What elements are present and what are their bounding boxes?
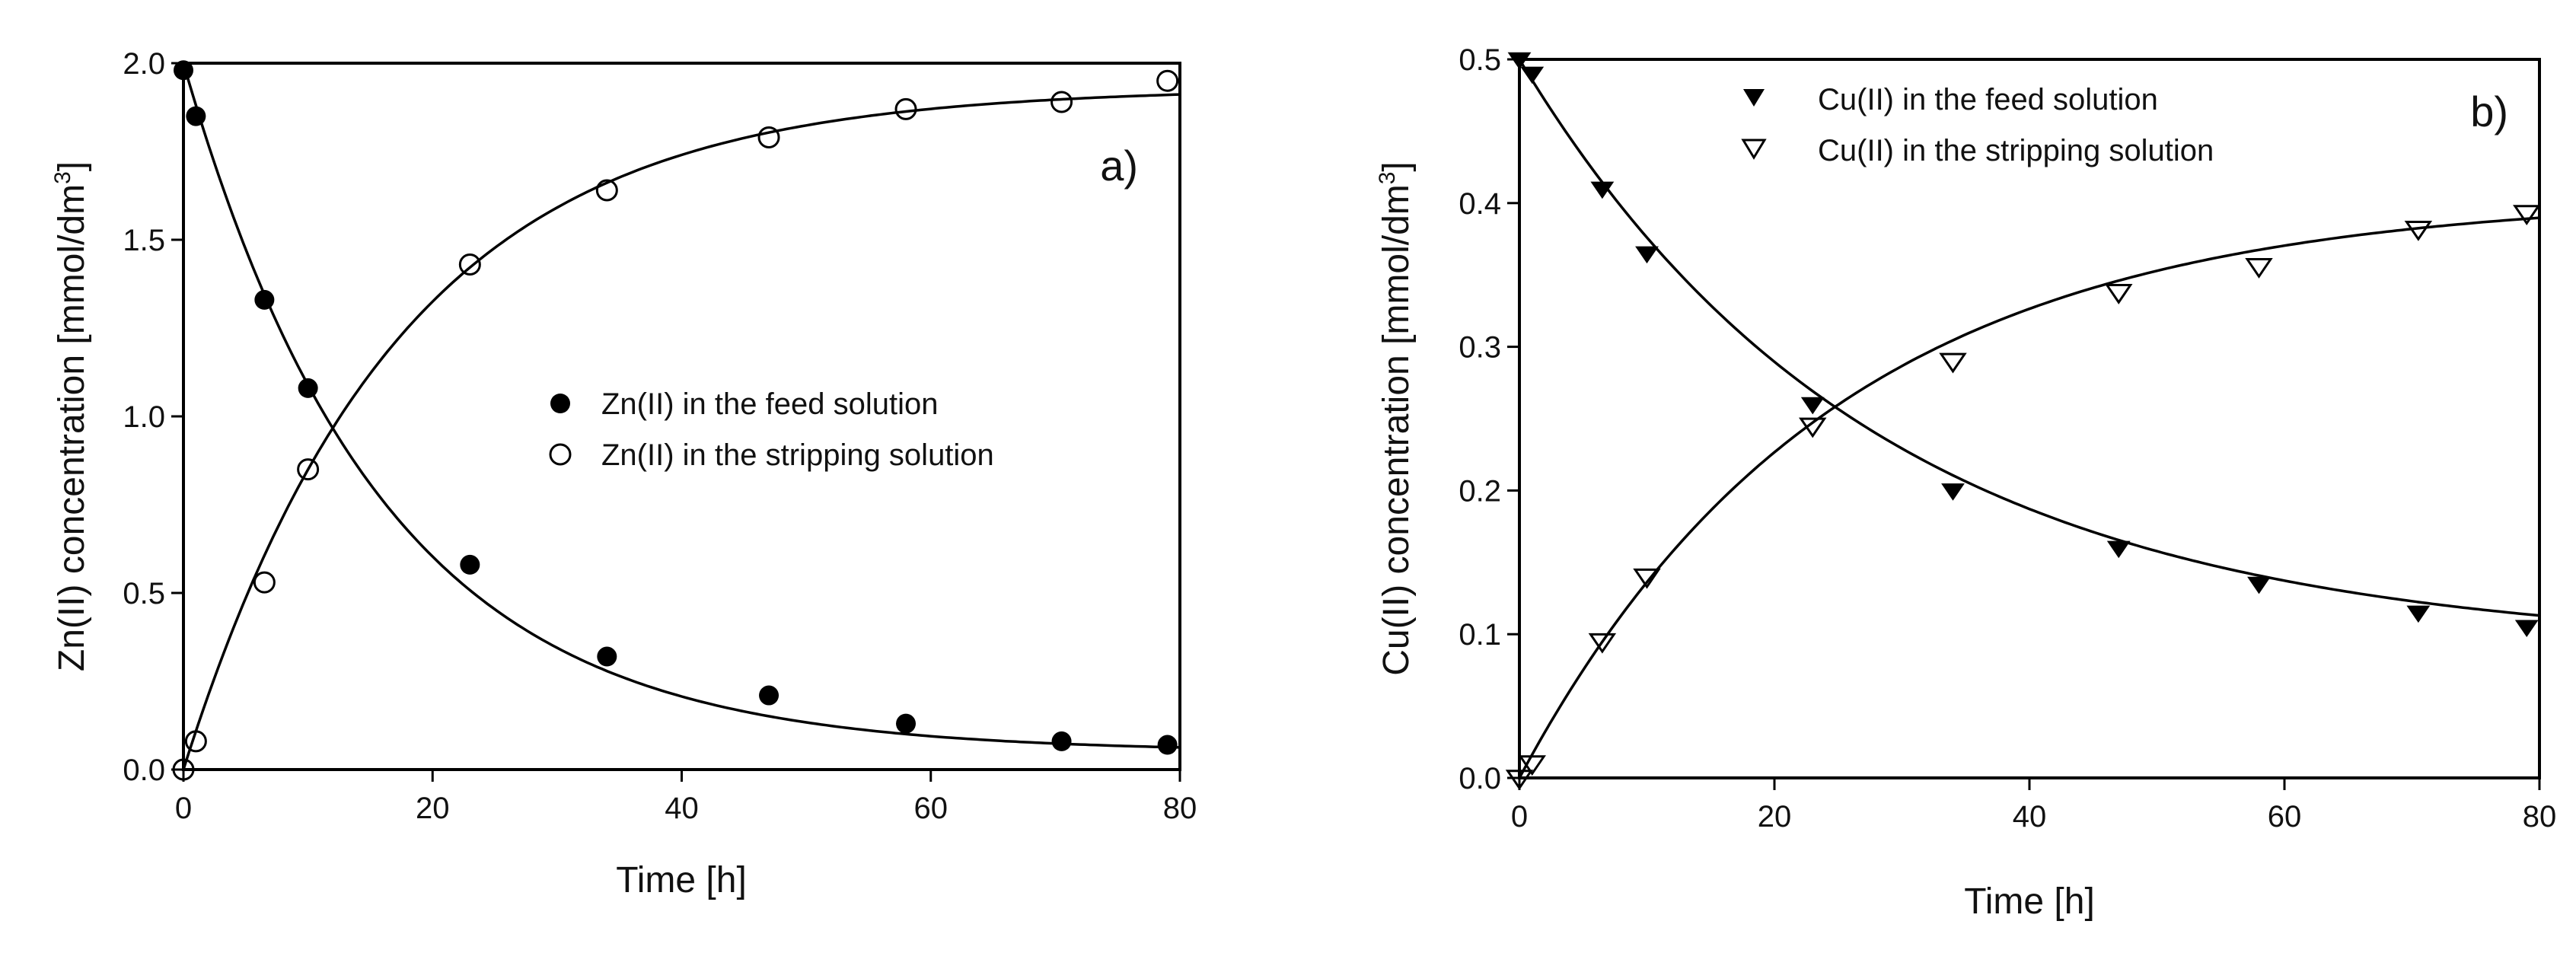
- panel-a-y-axis-title: Zn(II) concentration [mmol/dm3]: [50, 161, 92, 671]
- panel-b-series-0-point: [2247, 576, 2271, 594]
- panel-b-x-tick-label: 40: [2013, 800, 2047, 833]
- panel-b-series-1-point: [2404, 220, 2433, 241]
- panel-b-series-0-point: [2406, 605, 2431, 623]
- panel-b-data-points: [1505, 52, 2541, 790]
- panel-a-fit-lines: [182, 62, 1181, 770]
- panel-b-fit-line-series-1: [1518, 216, 2540, 779]
- panel-a-data-points: [172, 60, 1179, 781]
- panel-a-label: a): [1100, 142, 1138, 190]
- panel-b-series-1-point: [1799, 417, 1827, 438]
- panel-b-series-0-point: [1590, 181, 1615, 199]
- panel-b-series-1-point: [1939, 352, 1967, 374]
- panel-a-legend-marker-stripping: [549, 443, 572, 466]
- panel-b-x-tick-label: 80: [2523, 800, 2557, 833]
- panel-b-legend-label-stripping: Cu(II) in the stripping solution: [1818, 134, 2214, 167]
- panel-b-legend: Cu(II) in the feed solution Cu(II) in th…: [1741, 83, 2214, 167]
- panel-b-series-0-point: [1941, 483, 1965, 501]
- panel-b-ticks: 0 20 40 60 80 0.0 0.1 0.2 0.3 0.4 0.5: [1459, 43, 2556, 833]
- panel-a-series-0-point: [1157, 735, 1178, 755]
- panel-a-series-0-point: [896, 713, 917, 734]
- panel-b-y-axis-title-end: ]: [1376, 161, 1417, 171]
- panel-b-y-tick-label: 0.3: [1459, 331, 1501, 365]
- panel-a-legend-label-feed: Zn(II) in the feed solution: [601, 387, 938, 421]
- panel-b-y-tick-label: 0.1: [1459, 618, 1501, 652]
- panel-b-x-tick-label: 60: [2268, 800, 2302, 833]
- panel-a-series-1-point: [184, 730, 207, 753]
- panel-a-y-tick-label: 1.5: [123, 224, 165, 257]
- panel-b-series-1-point: [2105, 284, 2133, 304]
- panel-a-series-1-point: [595, 179, 618, 202]
- panel-b-y-tick-label: 0.2: [1459, 474, 1501, 508]
- panel-a-ticks: 0 20 40 60 80 0.0 0.5 1.0 1.5 2.0: [123, 47, 1197, 825]
- panel-a-x-tick-label: 60: [914, 792, 948, 825]
- panel-b-legend-marker-stripping: [1741, 139, 1767, 160]
- panel-b-series-0-point: [1507, 52, 1532, 70]
- panel-a-series-0-point: [1051, 731, 1072, 751]
- panel-a-x-axis-title: Time [h]: [616, 860, 747, 900]
- panel-a-series-1-point: [1156, 69, 1179, 92]
- panel-a-x-tick-label: 40: [665, 792, 699, 825]
- panel-a-series-1-point: [172, 758, 195, 781]
- panel-b-y-tick-label: 0.4: [1459, 187, 1501, 221]
- panel-b-y-axis-title-main: Cu(II) concentration [mmol/dm: [1376, 184, 1417, 676]
- panel-b-series-0-point: [1635, 246, 1659, 264]
- panel-a-x-tick-label: 0: [175, 792, 192, 825]
- panel-a-y-axis-title-sup: 3: [50, 171, 75, 184]
- panel-a-series-1-point: [253, 571, 276, 594]
- panel-a-y-tick-label: 0.0: [123, 754, 165, 787]
- panel-a-series-1-point: [894, 97, 917, 120]
- panel-a-series-0-point: [759, 685, 779, 706]
- panel-a-series-0-point: [186, 106, 206, 126]
- panel-a-y-tick-label: 1.0: [123, 400, 165, 434]
- panel-b-y-axis-title-sup: 3: [1375, 172, 1400, 185]
- panel-b-y-tick-label: 0.5: [1459, 43, 1501, 77]
- panel-b-series-1-point: [1505, 770, 1534, 790]
- panel-a-series-0-point: [597, 646, 617, 667]
- panel-a-series-1-point: [297, 458, 320, 481]
- panel-b-series-1-point: [1633, 568, 1661, 589]
- panel-b-x-tick-label: 0: [1511, 800, 1528, 833]
- panel-b-x-axis-title: Time [h]: [1964, 881, 2095, 922]
- panel-a-legend-marker-feed: [550, 394, 570, 413]
- panel-b-x-tick-label: 20: [1758, 800, 1792, 833]
- panel-a-chart: 0 20 40 60 80 0.0 0.5 1.0 1.5 2.0 Time [h] Zn(II)…: [50, 47, 1197, 900]
- panel-b-series-0-point: [1520, 66, 1545, 84]
- panel-b-series-0-point: [2514, 620, 2539, 638]
- panel-a-series-0-point: [174, 60, 193, 81]
- panel-b-label: b): [2470, 88, 2508, 135]
- panel-b-series-1-point: [2245, 258, 2273, 279]
- panel-a-fit-line-series-0: [182, 62, 1181, 749]
- panel-b-legend-label-feed: Cu(II) in the feed solution: [1818, 83, 2158, 116]
- panel-b-series-0-point: [2106, 540, 2131, 559]
- panel-b-series-1-point: [1518, 755, 1546, 776]
- panel-a-y-axis-title-end: ]: [52, 161, 92, 171]
- panel-a-series-1-point: [757, 126, 780, 148]
- panel-b-y-axis-title: Cu(II) concentration [mmol/dm3]: [1375, 161, 1417, 676]
- panel-a-series-0-point: [254, 289, 275, 310]
- panel-b-y-tick-label: 0.0: [1459, 762, 1501, 795]
- panel-a-y-tick-label: 0.5: [123, 577, 165, 610]
- panel-a-legend: Zn(II) in the feed solution Zn(II) in th…: [549, 387, 994, 472]
- panel-a-series-0-point: [298, 378, 318, 398]
- panel-a-x-tick-label: 20: [416, 792, 450, 825]
- panel-a-fit-line-series-1: [182, 93, 1181, 770]
- panel-b-legend-marker-feed: [1743, 89, 1765, 107]
- panel-a-series-1-point: [1050, 91, 1073, 113]
- panel-a-y-tick-label: 2.0: [123, 47, 165, 81]
- panel-b-fit-lines: [1518, 59, 2540, 779]
- panel-b-chart: 0 20 40 60 80 0.0 0.1 0.2 0.3 0.4 0.5 Time [h] Cu(…: [1375, 43, 2556, 922]
- panel-b-fit-line-series-0: [1518, 59, 2540, 617]
- panel-b-series-0-point: [1800, 397, 1825, 415]
- panel-b-series-1-point: [1588, 633, 1617, 654]
- panel-a-legend-label-stripping: Zn(II) in the stripping solution: [601, 438, 994, 472]
- panel-a-x-tick-label: 80: [1163, 792, 1197, 825]
- panel-a-series-0-point: [460, 554, 480, 575]
- panel-b-series-1-point: [2513, 205, 2541, 225]
- panel-a-series-1-point: [458, 253, 481, 276]
- panel-a-y-axis-title-main: Zn(II) concentration [mmol/dm: [52, 184, 92, 671]
